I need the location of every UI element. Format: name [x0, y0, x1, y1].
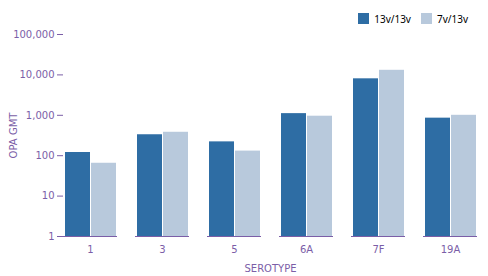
svg-text:6A: 6A [300, 244, 313, 255]
svg-text:100,000: 100,000 [13, 29, 54, 40]
svg-text:OPA GMT: OPA GMT [8, 112, 19, 159]
svg-text:SEROTYPE: SEROTYPE [244, 263, 296, 274]
svg-text:19A: 19A [441, 244, 461, 255]
html-text:13v/13v: 13v/13v [374, 11, 411, 26]
svg-text:3: 3 [159, 244, 165, 255]
svg-text:1: 1 [48, 231, 54, 242]
svg-text:1: 1 [87, 244, 93, 255]
svg-text:10,000: 10,000 [20, 69, 55, 80]
html-text:7v/13v: 7v/13v [437, 11, 468, 26]
svg-text:7F: 7F [372, 244, 384, 255]
svg-text:10: 10 [42, 190, 55, 201]
svg-text:5: 5 [231, 244, 237, 255]
svg-text:100: 100 [35, 150, 54, 161]
svg-text:1,000: 1,000 [26, 110, 55, 121]
